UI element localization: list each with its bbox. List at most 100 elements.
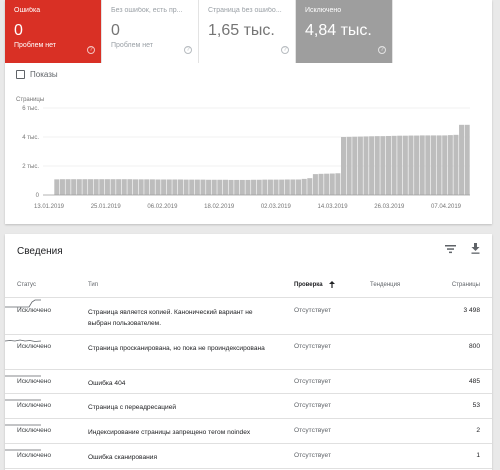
bar bbox=[239, 179, 245, 195]
row-check: Отсутствует bbox=[294, 452, 331, 459]
bar bbox=[65, 179, 71, 195]
bar bbox=[391, 135, 397, 195]
row-status: Исключено bbox=[17, 343, 52, 350]
column-status[interactable]: Статус bbox=[17, 282, 36, 288]
arrow-up-icon[interactable] bbox=[329, 281, 335, 288]
bar bbox=[284, 179, 290, 195]
row-pages: 1 bbox=[476, 452, 480, 459]
help-icon[interactable]: ? bbox=[378, 46, 386, 54]
row-pages: 3 498 bbox=[463, 307, 480, 314]
tile-value: 4,84 тыс. bbox=[305, 22, 372, 39]
tile-title: Страница без ошибо... bbox=[208, 7, 282, 14]
y-tick-label: 4 тыс. bbox=[22, 135, 39, 141]
bar bbox=[183, 179, 189, 195]
bar bbox=[290, 179, 296, 195]
row-check: Отсутствует bbox=[294, 378, 331, 385]
table-row[interactable]: Исключено Ошибка сканирования Отсутствуе… bbox=[5, 444, 492, 469]
impressions-toggle[interactable]: Показы bbox=[16, 70, 58, 79]
y-tick-label: 0 bbox=[36, 193, 40, 199]
row-pages: 53 bbox=[472, 402, 480, 409]
bar bbox=[200, 179, 206, 195]
row-check: Отсутствует bbox=[294, 307, 331, 314]
bar bbox=[76, 179, 82, 195]
bar bbox=[71, 179, 77, 195]
bar bbox=[414, 135, 420, 195]
bar bbox=[256, 179, 262, 195]
tile-valid[interactable]: Страница без ошибо... 1,65 тыс. ? bbox=[199, 0, 296, 63]
bar bbox=[54, 179, 60, 195]
bar bbox=[245, 179, 251, 195]
bar bbox=[149, 179, 155, 195]
y-tick-label: 2 тыс. bbox=[22, 164, 39, 170]
impressions-label: Показы bbox=[30, 70, 58, 79]
bar bbox=[127, 179, 133, 195]
bar bbox=[307, 178, 313, 195]
bar bbox=[402, 135, 408, 195]
bar bbox=[194, 179, 200, 195]
bar bbox=[464, 124, 470, 195]
bar bbox=[99, 179, 105, 195]
x-tick-label: 13.01.2019 bbox=[34, 204, 65, 210]
bar bbox=[447, 135, 453, 195]
column-trend[interactable]: Тенденция bbox=[370, 282, 401, 288]
impressions-checkbox[interactable] bbox=[16, 70, 25, 79]
bar bbox=[380, 136, 386, 195]
y-axis-label: Страницы bbox=[16, 97, 44, 103]
y-tick-label: 6 тыс. bbox=[22, 106, 39, 112]
column-pages[interactable]: Страницы bbox=[451, 282, 480, 288]
bar bbox=[346, 136, 352, 195]
bar bbox=[279, 179, 285, 195]
row-status: Исключено bbox=[17, 307, 52, 314]
bar bbox=[262, 179, 268, 195]
status-tiles: Ошибка 0 Проблем нет ? Без ошибок, есть … bbox=[5, 0, 393, 63]
bar bbox=[352, 136, 358, 195]
row-check: Отсутствует bbox=[294, 427, 331, 434]
help-icon[interactable]: ? bbox=[87, 46, 95, 54]
tile-value: 0 bbox=[14, 22, 23, 39]
row-pages: 800 bbox=[468, 343, 480, 350]
bar bbox=[217, 179, 223, 195]
bar bbox=[121, 179, 127, 195]
details-card: Сведения Статус Тип Проверка Тенденция С… bbox=[5, 234, 492, 470]
row-type: Индексирование страницы запрещено тегом … bbox=[88, 429, 251, 436]
bar bbox=[133, 179, 139, 195]
trend-sparkline bbox=[5, 299, 41, 308]
table-row[interactable]: Исключено Ошибка 404 Отсутствует 485 bbox=[5, 370, 492, 394]
bar bbox=[329, 173, 335, 195]
tile-valid-with-warnings[interactable]: Без ошибок, есть пр... 0 Проблем нет ? bbox=[102, 0, 199, 63]
download-icon[interactable] bbox=[471, 243, 480, 254]
x-tick-label: 25.01.2019 bbox=[91, 204, 122, 210]
bar bbox=[144, 179, 150, 195]
table-row[interactable]: Исключено Страница с переадресацией Отсу… bbox=[5, 394, 492, 419]
bar bbox=[161, 179, 167, 195]
row-type: Страница с переадресацией bbox=[88, 404, 177, 411]
column-check[interactable]: Проверка bbox=[294, 282, 323, 288]
tile-error[interactable]: Ошибка 0 Проблем нет ? bbox=[5, 0, 102, 63]
x-tick-label: 06.02.2019 bbox=[147, 204, 178, 210]
help-icon[interactable]: ? bbox=[281, 46, 289, 54]
table-row[interactable]: Исключено Страница является копией. Кано… bbox=[5, 298, 492, 335]
bar bbox=[318, 173, 324, 195]
tile-excluded[interactable]: Исключено 4,84 тыс. ? bbox=[296, 0, 393, 63]
bar bbox=[88, 179, 94, 195]
bar bbox=[59, 179, 65, 195]
table-row[interactable]: Исключено Индексирование страницы запрещ… bbox=[5, 419, 492, 444]
row-type: Страница является копией. Канонический в… bbox=[88, 309, 253, 327]
bar bbox=[385, 135, 391, 195]
tile-subtitle: Проблем нет bbox=[14, 42, 56, 49]
column-type[interactable]: Тип bbox=[88, 282, 99, 288]
help-icon[interactable]: ? bbox=[184, 46, 192, 54]
tile-value: 1,65 тыс. bbox=[208, 22, 275, 39]
table-header: Статус Тип Проверка Тенденция Страницы bbox=[5, 272, 492, 298]
bar bbox=[301, 178, 307, 195]
details-title: Сведения bbox=[17, 246, 63, 257]
bar bbox=[104, 179, 110, 195]
filter-icon[interactable] bbox=[445, 244, 456, 254]
tile-subtitle: Проблем нет bbox=[111, 42, 153, 49]
trend-sparkline bbox=[5, 339, 42, 342]
bar bbox=[177, 179, 183, 195]
details-table: Статус Тип Проверка Тенденция Страницы И… bbox=[5, 272, 492, 469]
bar bbox=[228, 179, 234, 195]
bar bbox=[408, 135, 414, 195]
table-row[interactable]: Исключено Страница просканирована, но по… bbox=[5, 335, 492, 370]
